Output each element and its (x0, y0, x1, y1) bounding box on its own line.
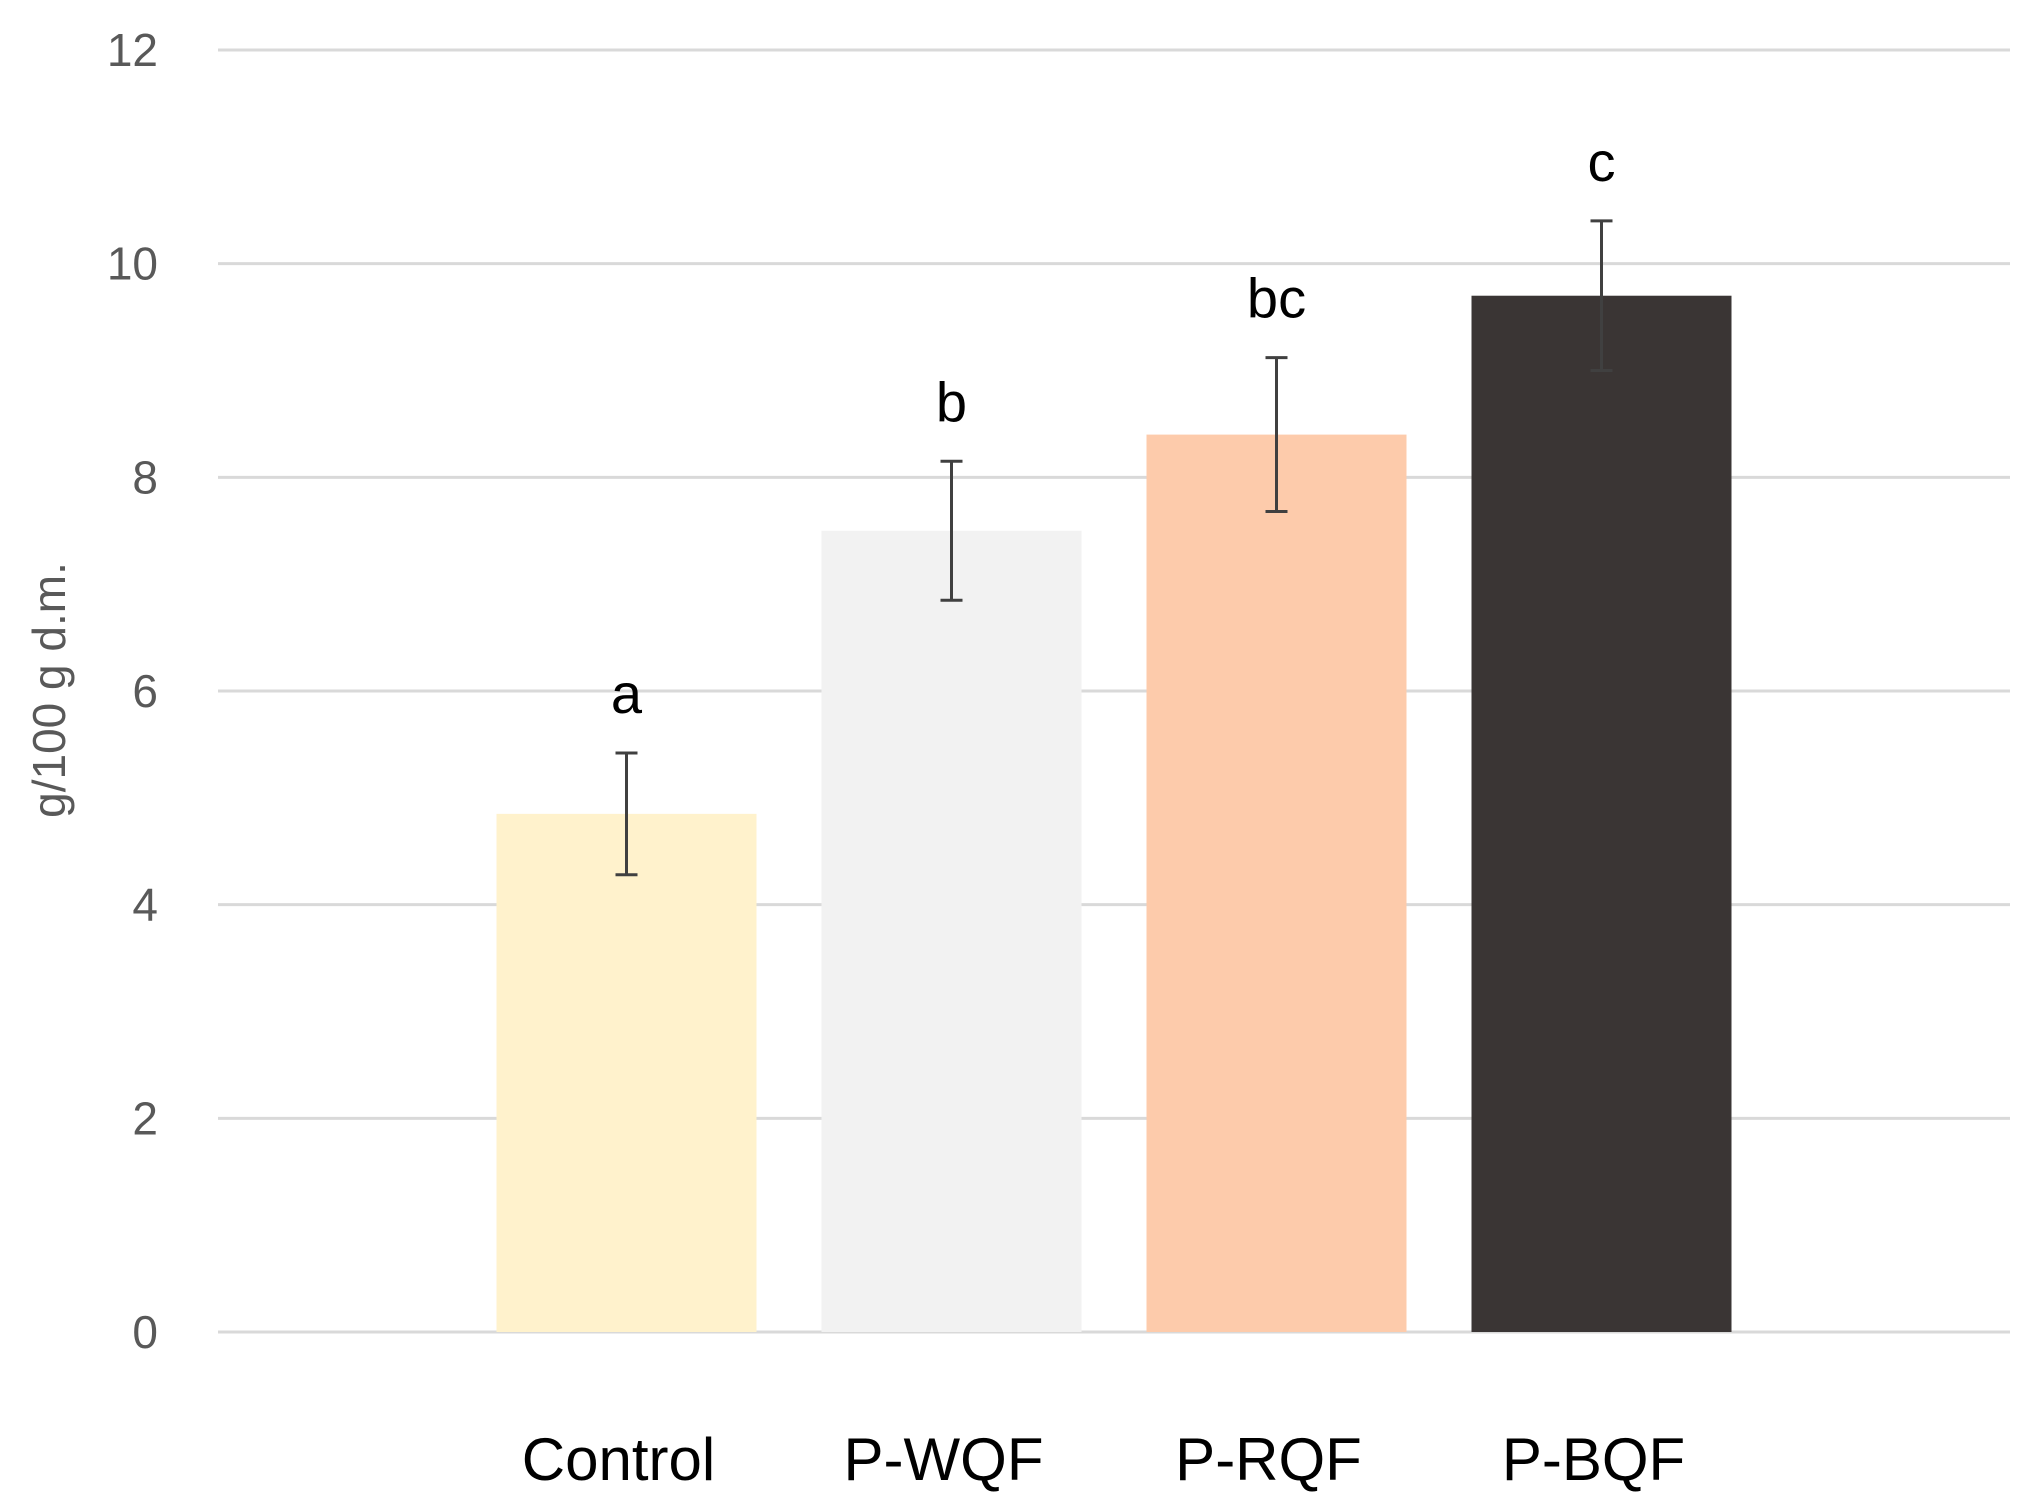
y-tick-label: 8 (132, 451, 158, 503)
y-tick-label: 12 (107, 24, 158, 76)
category-labels: Control P-WQF P-RQF P-BQF (522, 1426, 1685, 1493)
category-label: Control (522, 1426, 715, 1493)
significance-label: a (611, 662, 643, 725)
y-tick-labels: 0 2 4 6 8 10 12 (107, 24, 158, 1358)
y-tick-label: 6 (132, 665, 158, 717)
y-tick-label: 2 (132, 1092, 158, 1144)
bar (1146, 434, 1407, 1333)
bar (1471, 295, 1732, 1332)
significance-label: b (936, 370, 967, 433)
gridlines (218, 48, 2010, 1334)
category-label: P-BQF (1502, 1426, 1685, 1493)
error-bar (615, 751, 638, 877)
y-tick-label: 10 (107, 238, 158, 290)
significance-label: bc (1247, 267, 1306, 330)
bar (821, 530, 1082, 1332)
error-bars (615, 219, 1613, 877)
error-bar (1265, 356, 1288, 514)
category-label: P-RQF (1175, 1426, 1362, 1493)
bar (496, 813, 757, 1332)
error-bar (940, 459, 963, 602)
significance-label: c (1588, 130, 1616, 193)
bars (496, 295, 1732, 1333)
y-tick-label: 4 (132, 879, 158, 931)
y-axis-title: g/100 g d.m. (23, 562, 75, 818)
y-tick-label: 0 (132, 1306, 158, 1358)
category-label: P-WQF (844, 1426, 1044, 1493)
error-bar (1590, 219, 1613, 372)
significance-labels: a b bc c (611, 130, 1616, 725)
